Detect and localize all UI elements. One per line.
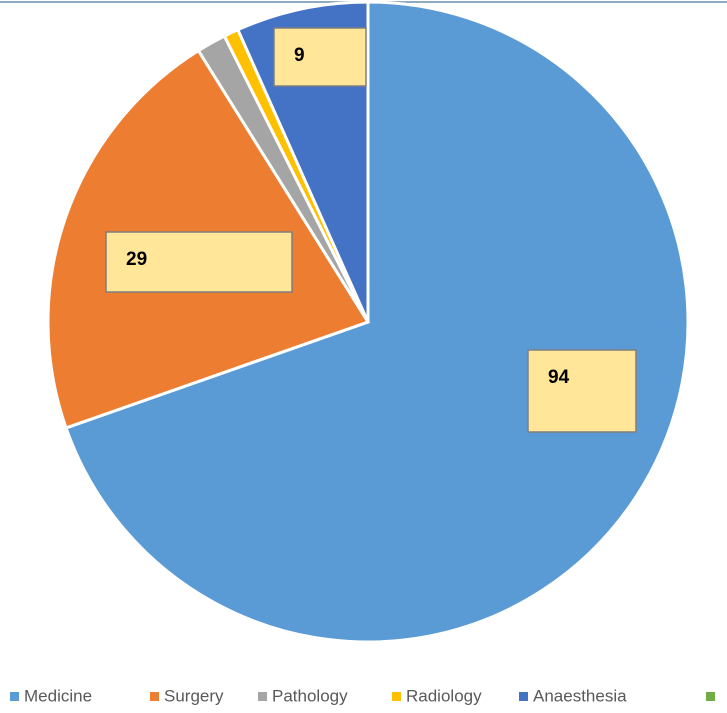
legend-swatch (10, 692, 19, 701)
legend-label: Surgery (164, 686, 224, 705)
legend-swatch (150, 692, 159, 701)
legend-label: Pathology (272, 686, 348, 705)
legend-swatch (258, 692, 267, 701)
legend-swatch (706, 692, 715, 701)
data-label-box (527, 349, 637, 433)
legend-label: Medicine (24, 686, 92, 705)
data-label: 94 (548, 367, 570, 388)
data-label: 9 (294, 45, 305, 66)
legend-label: Anaesthesia (533, 686, 627, 705)
legend-swatch (519, 692, 528, 701)
pie-slice (64, 0, 690, 644)
data-label: 29 (126, 249, 147, 270)
data-label-box (273, 27, 367, 87)
data-label-box (105, 231, 293, 293)
legend-swatch (392, 692, 401, 701)
legend-label: Radiology (406, 686, 482, 705)
